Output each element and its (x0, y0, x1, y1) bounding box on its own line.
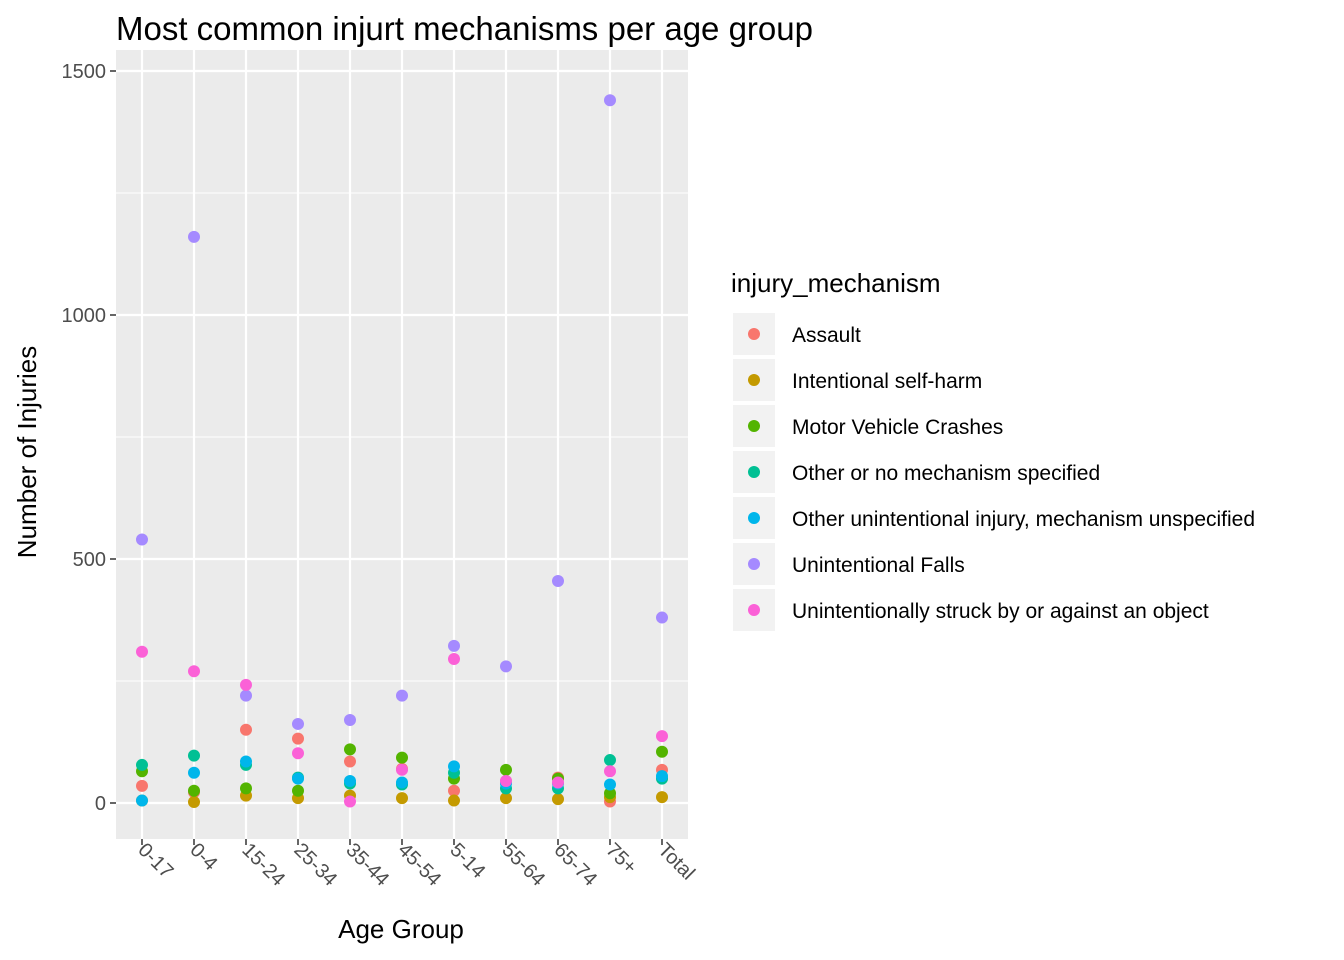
data-point (604, 94, 616, 107)
data-point (344, 755, 356, 768)
data-point (500, 763, 512, 776)
legend-marker (748, 374, 760, 386)
data-point (448, 639, 460, 652)
y-tick-label: 1000 (62, 305, 107, 327)
data-point (552, 793, 564, 806)
legend-marker (748, 420, 760, 432)
x-tick-label: 5-14 (445, 839, 489, 883)
data-point (396, 751, 408, 764)
chart-title: Most common injurt mechanisms per age gr… (116, 10, 813, 47)
x-tick-label: 55-64 (497, 839, 549, 891)
x-tick-label: 65-74 (549, 839, 601, 891)
x-tick-label: 45-54 (393, 839, 445, 891)
data-point (344, 743, 356, 756)
data-point (188, 230, 200, 243)
data-point (292, 732, 304, 745)
legend-marker (748, 328, 760, 340)
x-tick-label: 0-4 (185, 839, 221, 875)
data-point (500, 792, 512, 805)
data-point (396, 763, 408, 776)
data-point (448, 653, 460, 666)
data-point (344, 795, 356, 808)
data-point (552, 574, 564, 587)
data-point (500, 660, 512, 673)
data-point (656, 611, 668, 624)
data-point (188, 796, 200, 809)
data-point (136, 794, 148, 807)
x-tick-label: 35-44 (341, 839, 393, 891)
x-tick-label: Total (653, 839, 698, 884)
data-point (240, 723, 252, 736)
data-point (396, 689, 408, 702)
data-point (396, 792, 408, 805)
data-point (656, 730, 668, 743)
legend-marker (748, 604, 760, 616)
data-point (188, 784, 200, 797)
legend-marker (748, 558, 760, 570)
x-axis-title: Age Group (338, 914, 464, 944)
data-point (344, 714, 356, 727)
data-point (188, 766, 200, 779)
x-tick-label: 75+ (601, 839, 641, 879)
data-point (240, 755, 252, 768)
y-tick-label: 1500 (62, 61, 107, 83)
data-point (656, 745, 668, 758)
data-point (500, 775, 512, 788)
data-point (188, 665, 200, 678)
data-point (292, 717, 304, 730)
y-axis: 0 500 1000 1500 (62, 61, 116, 815)
data-point (292, 772, 304, 785)
data-point (136, 779, 148, 792)
data-point (240, 678, 252, 691)
x-tick-label: 0-17 (133, 839, 177, 883)
legend-label: Unintentional Falls (792, 554, 965, 577)
legend-label: Intentional self-harm (792, 370, 982, 393)
legend-label: Other or no mechanism specified (792, 462, 1100, 485)
data-point (136, 645, 148, 658)
data-point (656, 770, 668, 783)
legend-title: injury_mechanism (731, 268, 941, 298)
y-tick-label: 0 (95, 793, 106, 815)
x-tick-label: 25-34 (289, 839, 341, 891)
data-point (188, 749, 200, 762)
y-tick-label: 500 (73, 549, 106, 571)
data-point (448, 784, 460, 797)
legend-label: Motor Vehicle Crashes (792, 416, 1003, 439)
legend-label: Unintentionally struck by or against an … (792, 600, 1209, 623)
data-point (136, 758, 148, 771)
legend-label: Assault (792, 324, 861, 347)
data-point (604, 787, 616, 800)
data-points (136, 94, 668, 809)
data-point (292, 747, 304, 760)
data-point (604, 754, 616, 767)
data-point (136, 533, 148, 546)
data-point (448, 760, 460, 773)
legend-label: Other unintentional injury, mechanism un… (792, 508, 1255, 531)
legend-marker (748, 512, 760, 524)
x-axis: 0-17 0-4 15-24 25-34 35-44 45-54 5-14 55-64 65-7… (133, 839, 698, 891)
data-point (292, 784, 304, 797)
data-point (240, 782, 252, 795)
legend-marker (748, 466, 760, 478)
plot-panel (116, 50, 688, 839)
data-point (656, 791, 668, 804)
legend: injury_mechanism Assault Intentional self… (731, 268, 1255, 631)
data-point (604, 778, 616, 791)
data-point (604, 765, 616, 778)
data-point (344, 775, 356, 788)
data-point (552, 776, 564, 789)
data-point (448, 794, 460, 807)
y-axis-title: Number of Injuries (12, 346, 42, 558)
data-point (240, 689, 252, 702)
data-point (396, 776, 408, 789)
x-tick-label: 15-24 (237, 839, 289, 891)
